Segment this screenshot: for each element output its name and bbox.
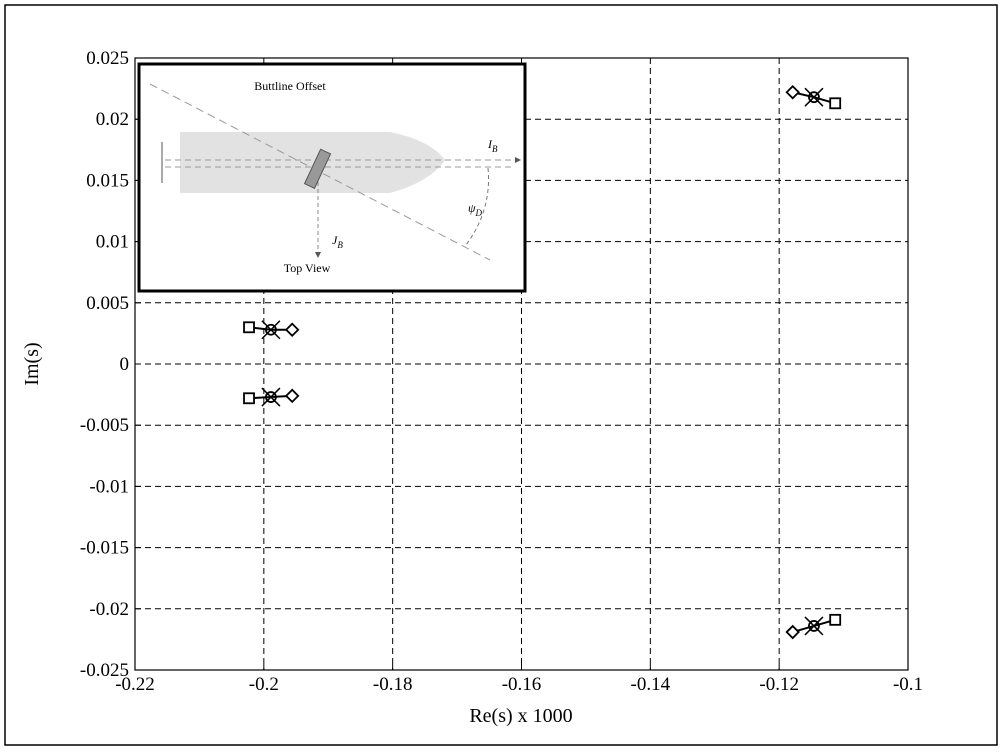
i-label-sub: B (492, 144, 498, 154)
circle-x-marker (261, 320, 281, 340)
diamond-marker (785, 624, 800, 640)
x-tick-label: -0.1 (893, 674, 923, 695)
arrow (515, 157, 521, 163)
cross (261, 320, 281, 340)
component (303, 148, 332, 189)
cross (804, 616, 824, 636)
y-tick-label: 0.005 (86, 293, 129, 314)
circle (808, 91, 820, 104)
circle-x-marker (804, 87, 824, 107)
inset-title: Buttline Offset (254, 79, 326, 93)
y-tick-label: 0.02 (96, 109, 129, 130)
i-label: IB (487, 137, 498, 154)
y-axis-label: Im(s) (21, 342, 43, 385)
diamond-marker (785, 84, 800, 100)
axes-box (134, 57, 909, 671)
y-tick-label: -0.005 (80, 415, 129, 436)
square-marker (243, 321, 255, 334)
y-tick-label: -0.025 (80, 660, 129, 681)
j-label-sub: B (337, 240, 343, 250)
dashed-line (149, 83, 491, 261)
i-label-text: I (487, 137, 493, 151)
angle-arc (465, 167, 489, 246)
square-marker (829, 613, 842, 626)
circle (265, 323, 277, 336)
x-tick-label: -0.12 (759, 674, 799, 695)
y-tick-label: 0 (120, 354, 130, 375)
arrow (315, 252, 321, 258)
psi-label-sub: D (474, 208, 482, 218)
psi-label: ψD (468, 201, 482, 218)
x-tick-label: -0.18 (373, 674, 413, 695)
y-tick-label: 0.015 (86, 170, 129, 191)
inset-caption: Top View (284, 261, 331, 275)
diamond-marker (284, 322, 300, 338)
circle-x-marker (261, 387, 281, 407)
diamond-marker (284, 388, 300, 404)
x-tick-label: -0.14 (631, 674, 671, 695)
y-tick-label: -0.02 (89, 599, 129, 620)
y-tick-label: -0.015 (80, 538, 129, 559)
cross (261, 387, 281, 407)
psi-label-text: ψ (468, 201, 476, 215)
circle (265, 391, 277, 403)
x-tick-label: -0.22 (115, 674, 155, 695)
y-tick-label: -0.01 (89, 476, 129, 497)
cross (804, 87, 824, 107)
j-label: JB (332, 233, 343, 250)
x-axis-label: Re(s) x 1000 (469, 705, 572, 727)
x-tick-label: -0.16 (502, 674, 542, 695)
y-tick-label: 0.01 (96, 232, 129, 253)
circle-x-marker (804, 616, 824, 636)
square-marker (829, 97, 842, 110)
circle (808, 620, 820, 632)
y-tick-label: 0.025 (86, 48, 129, 69)
j-label-text: J (332, 233, 338, 247)
square-marker (243, 392, 255, 405)
x-tick-label: -0.2 (249, 674, 279, 695)
hull (180, 132, 445, 193)
inset-diagram: Buttline Offset Top View IB JB ψD (137, 62, 527, 293)
